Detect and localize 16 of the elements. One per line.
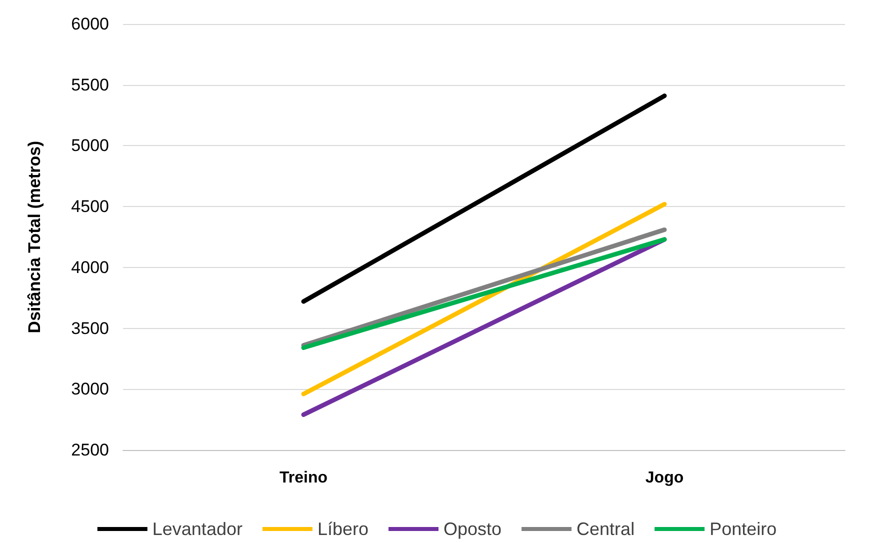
y-tick-label: 4000 <box>71 258 109 277</box>
y-tick-label: 3500 <box>71 318 109 338</box>
y-axis-title: Dsitância Total (metros) <box>25 140 44 334</box>
legend-label: Líbero <box>317 519 369 539</box>
y-tick-label: 5500 <box>71 75 109 94</box>
legend-label: Levantador <box>152 519 242 539</box>
y-tick-label: 2500 <box>71 440 109 460</box>
legend-label: Central <box>576 519 635 539</box>
y-tick-label: 5000 <box>71 136 109 156</box>
y-tick-label: 3000 <box>71 380 109 399</box>
y-tick-label: 4500 <box>71 197 109 216</box>
x-tick-label: Treino <box>279 470 328 486</box>
y-tick-label: 6000 <box>71 14 109 34</box>
legend-label: Ponteiro <box>710 519 777 539</box>
legend-label: Oposto <box>444 519 502 539</box>
x-tick-label: Jogo <box>645 470 684 486</box>
